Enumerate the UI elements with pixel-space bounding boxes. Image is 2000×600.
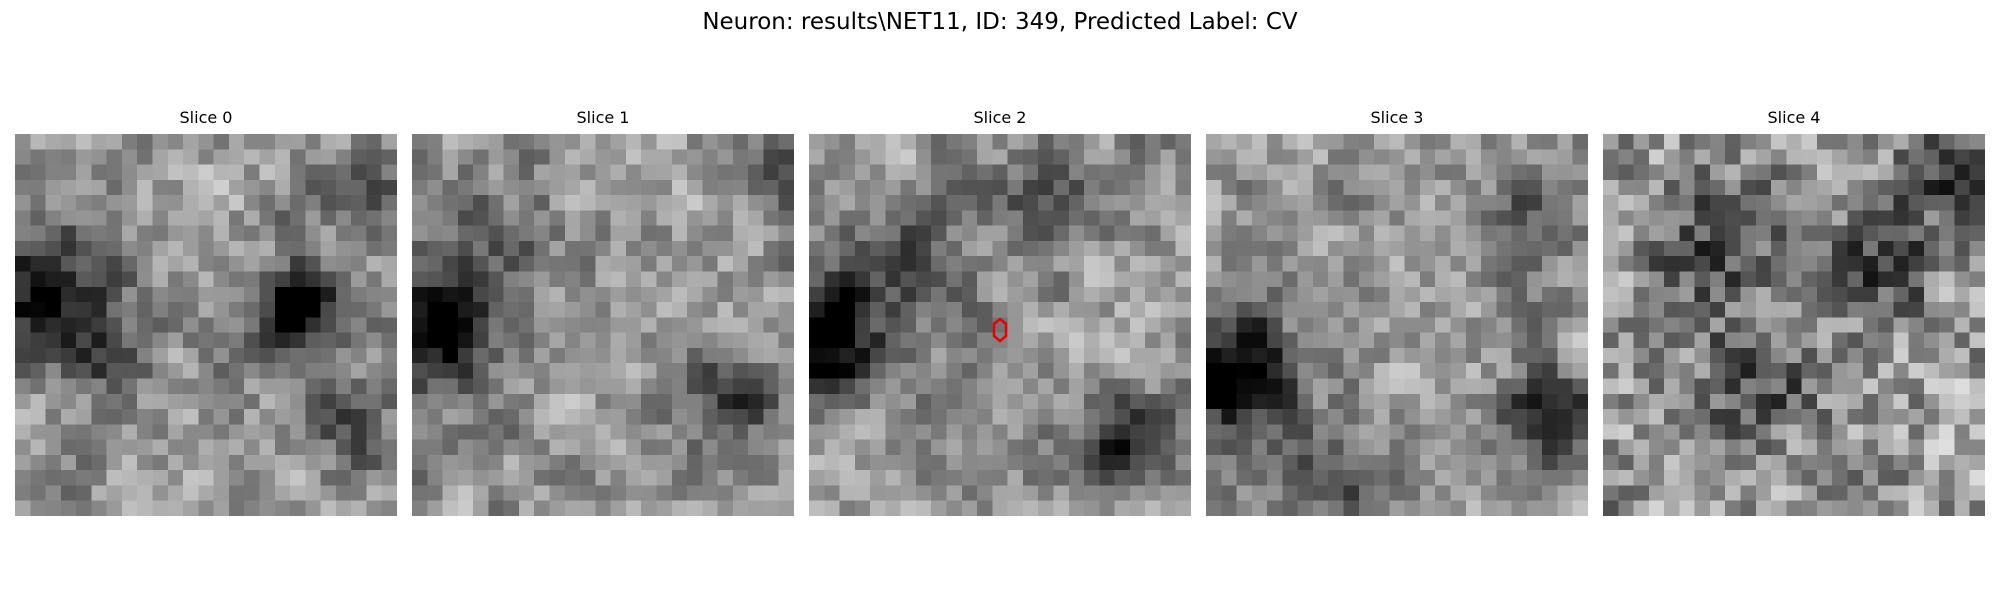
slice-image-1 bbox=[412, 134, 794, 516]
slice-image-3 bbox=[1206, 134, 1588, 516]
figure-title: Neuron: results\NET11, ID: 349, Predicte… bbox=[702, 9, 1298, 35]
slice-panel-2: Slice 2 bbox=[809, 108, 1191, 518]
slice-panel-1: Slice 1 bbox=[412, 108, 794, 518]
slice-title-3: Slice 3 bbox=[1370, 108, 1424, 127]
slice-image-2 bbox=[809, 134, 1191, 516]
slice-title-4: Slice 4 bbox=[1767, 108, 1821, 127]
slice-panel-4: Slice 4 bbox=[1603, 108, 1985, 518]
slice-title-1: Slice 1 bbox=[576, 108, 630, 127]
slice-image-0 bbox=[15, 134, 397, 516]
slice-image-4 bbox=[1603, 134, 1985, 516]
slice-panel-3: Slice 3 bbox=[1206, 108, 1588, 518]
slice-title-0: Slice 0 bbox=[179, 108, 233, 127]
slice-panel-0: Slice 0 bbox=[15, 108, 397, 518]
slice-title-2: Slice 2 bbox=[973, 108, 1027, 127]
